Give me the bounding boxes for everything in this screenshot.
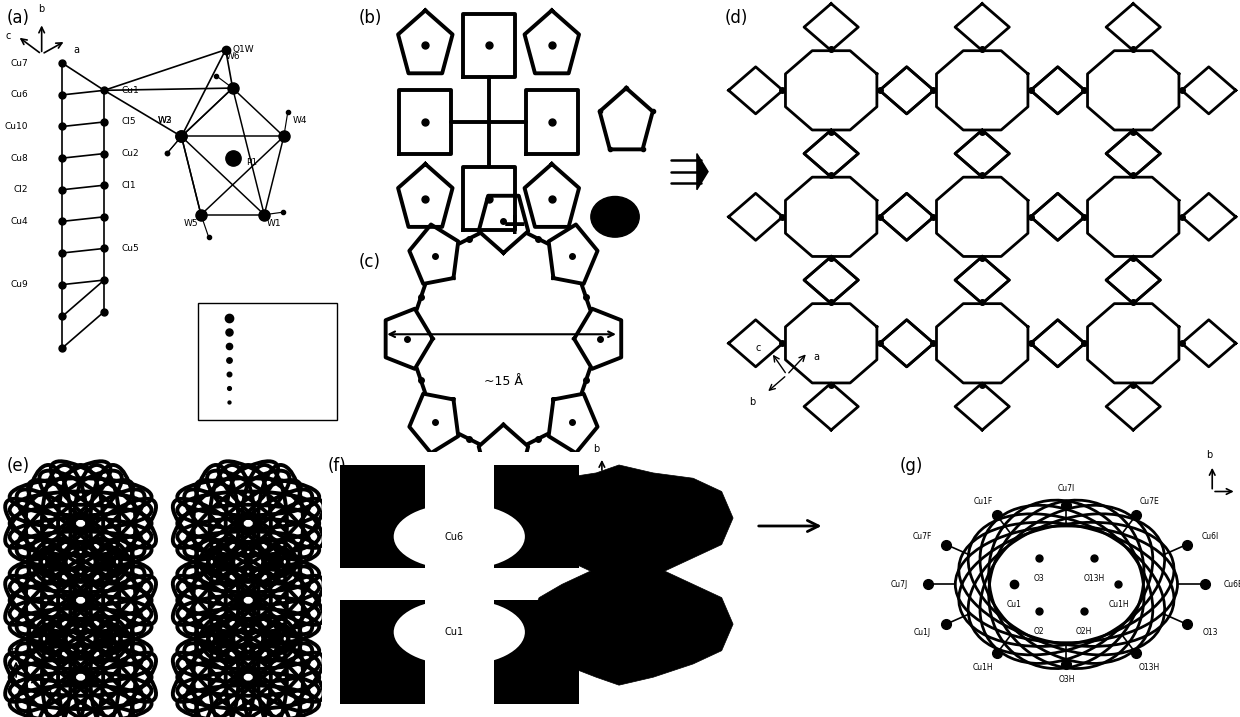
Text: Cu7E: Cu7E xyxy=(1140,497,1159,506)
Text: b: b xyxy=(1205,450,1211,460)
Text: Cu9: Cu9 xyxy=(10,280,27,289)
Text: b: b xyxy=(342,654,348,664)
Text: a: a xyxy=(73,45,79,55)
Text: Cl5: Cl5 xyxy=(122,118,136,126)
Text: Cu7: Cu7 xyxy=(10,59,27,67)
Text: Cu2: Cu2 xyxy=(122,149,139,158)
Text: O3H: O3H xyxy=(1058,675,1075,684)
Text: b: b xyxy=(38,4,45,14)
Text: (e): (e) xyxy=(6,457,30,475)
Text: a: a xyxy=(813,352,818,362)
Text: W4: W4 xyxy=(293,116,308,125)
Bar xyxy=(340,465,579,704)
Polygon shape xyxy=(697,153,708,190)
Text: Cu6I: Cu6I xyxy=(1202,532,1219,541)
Text: W1: W1 xyxy=(267,219,281,229)
Text: O13: O13 xyxy=(1203,627,1219,637)
Text: Cu1J: Cu1J xyxy=(914,627,931,637)
Text: (c): (c) xyxy=(358,253,381,271)
Ellipse shape xyxy=(394,599,525,665)
Text: O: O xyxy=(250,370,257,379)
Text: (b): (b) xyxy=(358,9,382,27)
Text: Cu1H: Cu1H xyxy=(972,663,993,672)
Text: Cu1: Cu1 xyxy=(1007,600,1022,609)
Text: W2: W2 xyxy=(157,116,172,125)
Text: Cu4: Cu4 xyxy=(10,217,27,226)
Text: Cu1H: Cu1H xyxy=(1109,600,1128,609)
Bar xyxy=(340,569,579,600)
Text: O13H: O13H xyxy=(1084,574,1105,583)
Text: Cu1: Cu1 xyxy=(122,86,139,95)
Text: W6: W6 xyxy=(226,52,239,61)
Text: Cu10: Cu10 xyxy=(4,122,27,131)
Text: O13H: O13H xyxy=(1140,663,1161,672)
Text: Cu1F: Cu1F xyxy=(973,497,993,506)
Text: O2H: O2H xyxy=(1075,627,1092,636)
Text: W5: W5 xyxy=(184,219,198,229)
Text: c: c xyxy=(642,475,647,485)
Text: Cu7J: Cu7J xyxy=(892,580,909,589)
Bar xyxy=(425,465,494,704)
Text: Cu5: Cu5 xyxy=(122,244,139,253)
Text: c: c xyxy=(5,31,10,41)
Text: (a): (a) xyxy=(7,9,30,27)
Text: Cu6: Cu6 xyxy=(444,531,464,541)
Text: Cu8: Cu8 xyxy=(10,153,27,163)
Text: Cu7: Cu7 xyxy=(543,627,562,637)
Text: Cu: Cu xyxy=(357,627,370,637)
Text: P1: P1 xyxy=(247,158,258,167)
Text: N: N xyxy=(250,384,257,393)
Text: O3: O3 xyxy=(1033,574,1044,583)
Text: W3: W3 xyxy=(157,116,172,125)
Text: +: + xyxy=(502,212,527,240)
Text: P: P xyxy=(250,314,255,323)
Text: a: a xyxy=(402,695,408,706)
Text: (d): (d) xyxy=(724,9,748,27)
Text: Cl1: Cl1 xyxy=(122,181,136,190)
Text: c: c xyxy=(755,343,761,353)
Text: O1W: O1W xyxy=(233,45,254,54)
Text: (f): (f) xyxy=(329,457,347,475)
Text: Cu6: Cu6 xyxy=(10,90,27,100)
Ellipse shape xyxy=(591,196,640,237)
Ellipse shape xyxy=(394,503,525,570)
Text: Cl: Cl xyxy=(250,356,259,365)
Text: Cu6E: Cu6E xyxy=(1223,580,1240,589)
Text: C: C xyxy=(250,398,257,407)
Text: Cu7I: Cu7I xyxy=(1058,485,1075,493)
Text: Cu1: Cu1 xyxy=(444,627,464,637)
FancyBboxPatch shape xyxy=(198,303,337,420)
Text: O2: O2 xyxy=(1033,627,1044,636)
Text: W: W xyxy=(250,328,259,337)
Text: Cu: Cu xyxy=(250,342,262,351)
Text: b: b xyxy=(749,397,755,407)
Text: (g): (g) xyxy=(900,457,923,475)
Text: b: b xyxy=(593,445,599,455)
Text: a: a xyxy=(45,685,51,695)
Text: b: b xyxy=(10,646,16,656)
Text: Cu7F: Cu7F xyxy=(913,532,931,541)
Text: ~15 Å: ~15 Å xyxy=(484,375,523,388)
Polygon shape xyxy=(528,465,733,685)
Text: Cl2: Cl2 xyxy=(14,185,27,194)
